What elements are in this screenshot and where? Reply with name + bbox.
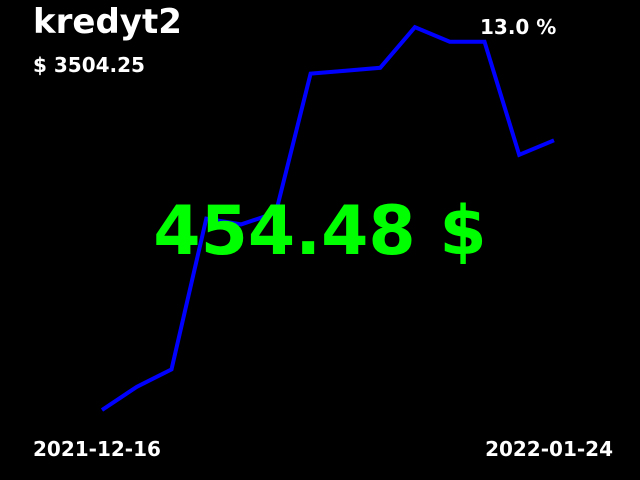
interest-rate: 13.0 %	[480, 15, 557, 39]
start-date-label: 2021-12-16	[33, 437, 161, 461]
end-date-label: 2022-01-24	[485, 437, 613, 461]
account-title: kredyt2	[33, 2, 182, 42]
series-line	[100, 24, 555, 412]
main-value: 454.48 $	[153, 192, 487, 271]
account-amount: $ 3504.25	[33, 53, 145, 77]
